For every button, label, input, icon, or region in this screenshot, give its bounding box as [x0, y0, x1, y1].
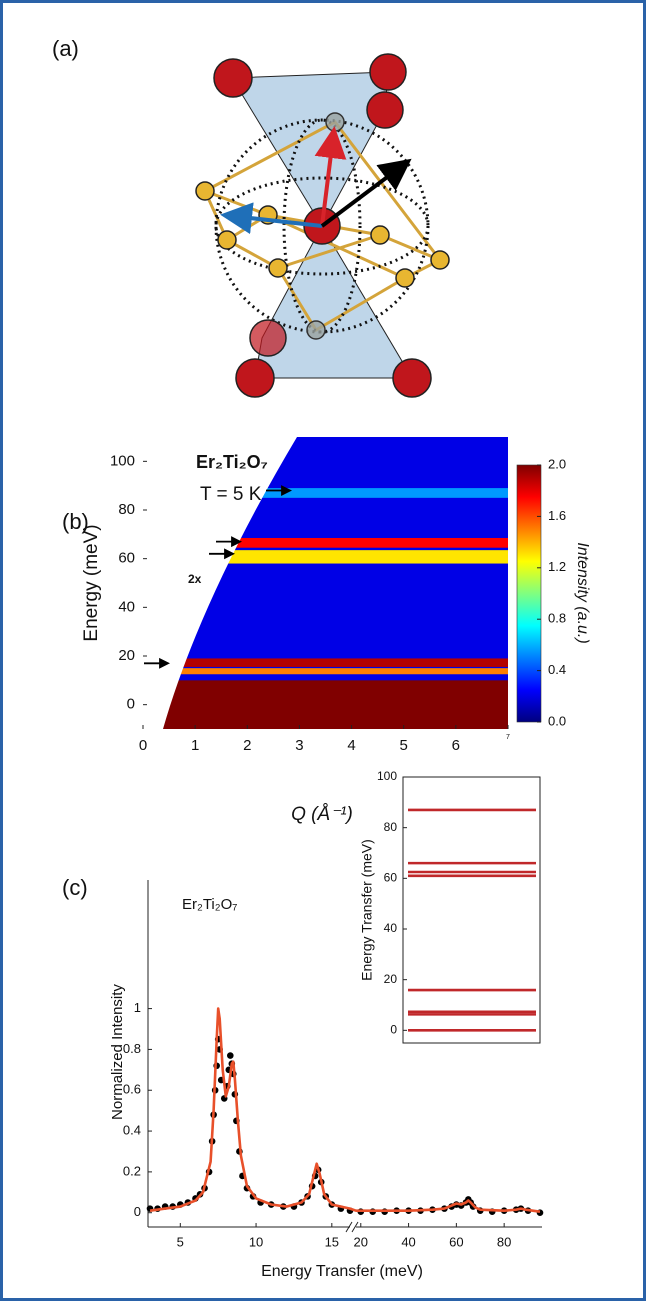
level-arrow	[266, 485, 293, 496]
intensity-band	[143, 488, 508, 498]
level-arrow	[209, 548, 236, 560]
y-tick-label: 0.6	[123, 1082, 141, 1097]
intensity-band	[143, 680, 508, 729]
y-tick-label: 100	[110, 452, 135, 469]
y-tick-label: 80	[384, 820, 398, 834]
y-tick-label: 0	[134, 1204, 141, 1219]
x-tick-label: 0	[139, 737, 147, 754]
x-tick-label: 5	[400, 737, 408, 754]
colorbar-tick-label: 2.0	[548, 456, 566, 471]
y-tick-label: 0	[127, 696, 135, 713]
y-tick-label: 20	[118, 647, 135, 664]
x-tick-label: 40	[401, 1234, 415, 1249]
x-axis-label: Q (Å⁻¹)	[291, 804, 353, 825]
x-tick-label: 3	[295, 737, 303, 754]
intensity-band	[143, 537, 508, 548]
y-tick-label: 100	[377, 769, 397, 783]
y-tick-label: 1	[134, 1000, 141, 1015]
panel-label: (c)	[62, 875, 88, 900]
y-tick-label: 0.8	[123, 1041, 141, 1056]
colorbar-tick-label: 0.0	[548, 713, 566, 728]
panel-label: (a)	[52, 36, 79, 61]
x-tick-label: 60	[449, 1234, 463, 1249]
colorbar-label: Intensity (a.u.)	[574, 542, 591, 643]
fit-line	[149, 1007, 541, 1213]
y-tick-label: 40	[118, 598, 135, 615]
inset-frame	[402, 776, 541, 1044]
y-tick-label: 60	[384, 871, 398, 885]
level-arrow	[216, 536, 243, 548]
y-axis-label: Normalized Intensity	[109, 984, 126, 1120]
colorbar-tick-label: 0.8	[548, 611, 566, 626]
level-arrow	[144, 657, 171, 669]
y-tick-label: 0.4	[123, 1123, 141, 1138]
x-tick-label: 10	[249, 1234, 263, 1249]
intensity-band	[143, 668, 508, 675]
y-tick-label: 20	[384, 972, 398, 986]
kinematic-limit	[143, 437, 297, 729]
x-tick-label: 4	[347, 737, 355, 754]
y-tick-label: 80	[118, 501, 135, 518]
data-point	[227, 1052, 234, 1059]
x-tick-label: 15	[325, 1234, 339, 1249]
x-tick-label: 5	[177, 1234, 184, 1249]
x-tick-label: 1	[191, 737, 199, 754]
x-tick-label: 7	[506, 734, 510, 741]
colorbar	[516, 464, 542, 723]
y-tick-label: 60	[118, 550, 135, 567]
axis-break	[345, 1221, 359, 1233]
y-axis-label: Energy (meV)	[81, 524, 102, 641]
compound-label: Er₂Ti₂O₇	[196, 452, 268, 472]
structure-diagram	[195, 53, 450, 398]
colorbar-tick-label: 1.6	[548, 508, 566, 523]
x-tick-label: 6	[452, 737, 460, 754]
multiplier-label: 2x	[188, 572, 202, 586]
y-tick-label: 0.2	[123, 1163, 141, 1178]
colorbar-tick-label: 0.4	[548, 662, 566, 677]
y-tick-label: 40	[384, 921, 398, 935]
intensity-band	[143, 658, 508, 667]
temperature-label: T = 5 K	[200, 484, 262, 505]
x-axis-label: Energy Transfer (meV)	[261, 1263, 423, 1280]
y-tick-label: 0	[390, 1023, 397, 1037]
compound-label: Er₂Ti₂O₇	[182, 896, 237, 913]
y-axis-label: Energy Transfer (meV)	[359, 839, 375, 981]
panel-label: (b)	[62, 509, 89, 534]
x-tick-label: 2	[243, 737, 251, 754]
x-tick-label: 80	[497, 1234, 511, 1249]
x-tick-label: 20	[354, 1234, 368, 1249]
colorbar-tick-label: 1.2	[548, 559, 566, 574]
